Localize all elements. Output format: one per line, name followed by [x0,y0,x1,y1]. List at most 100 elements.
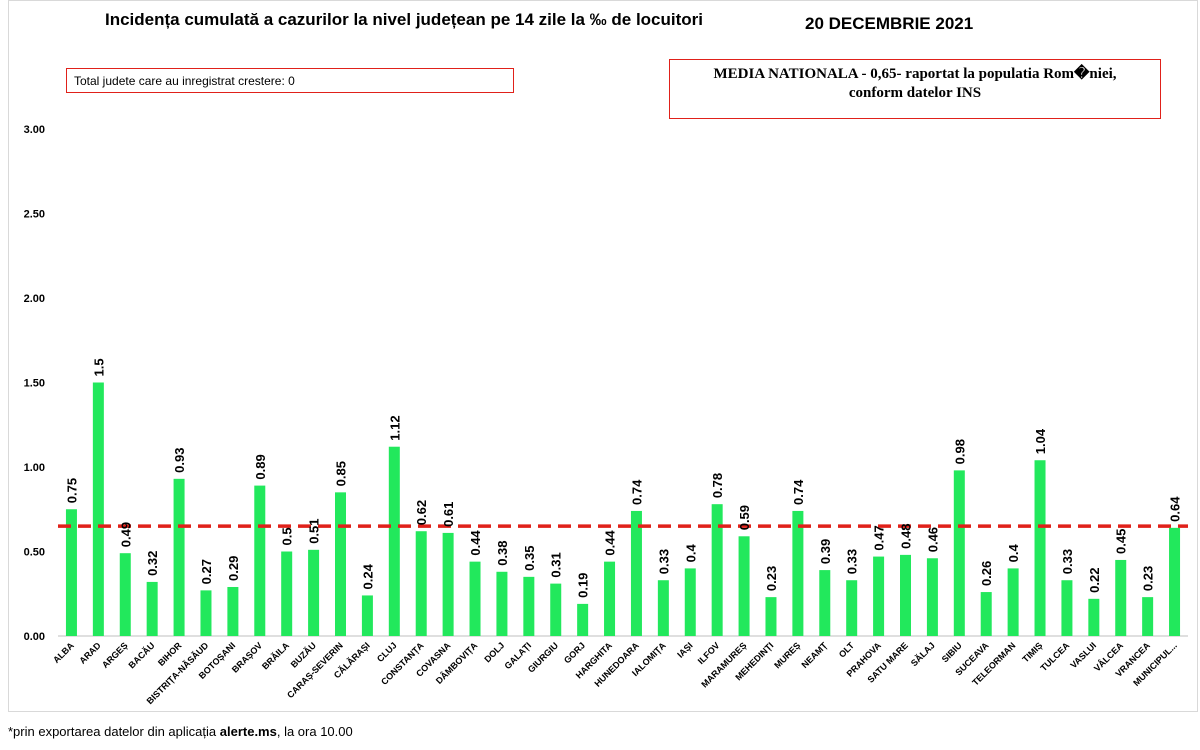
data-label: 0.23 [764,566,779,591]
x-tick-label: BRĂILA [260,640,291,671]
bar [200,590,212,636]
data-label: 0.59 [737,505,752,530]
x-tick-label: CLUJ [375,640,399,664]
x-tick-label: DOLJ [482,640,506,664]
data-label: 0.64 [1168,496,1183,522]
data-label: 0.44 [468,530,483,556]
bar [953,470,965,636]
x-tick-label: IAȘI [675,640,694,659]
chart-area [8,0,1198,712]
bar [65,509,77,636]
data-label: 0.27 [199,559,214,584]
data-label: 0.46 [925,527,940,552]
data-label: 0.44 [603,530,618,556]
bar [1034,460,1046,636]
x-tick-label: OLT [837,640,857,660]
x-tick-label: ILFOV [696,640,722,666]
data-label: 0.24 [360,563,375,589]
bar [738,536,750,636]
bar [1007,568,1019,636]
data-label: 1.04 [1033,428,1048,454]
bar [308,549,320,636]
bar [281,551,293,636]
data-label: 1.5 [91,358,106,376]
bar [1088,598,1100,636]
bar [1115,559,1127,636]
data-labels: 0.75 1.5 0.49 0.32 0.93 0.27 0.29 0.89 0.5 0.51 0.… [64,358,1182,597]
data-label: 0.38 [495,540,510,565]
x-tick-label: NEAMȚ [800,640,830,670]
bar [496,571,508,636]
x-tick-label: GORJ [562,640,587,665]
data-label: 0.74 [791,479,806,505]
data-label: 0.33 [656,549,671,574]
data-label: 0.85 [334,461,349,486]
bar [792,510,804,636]
y-tick-label: 2.00 [24,293,45,305]
data-label: 0.89 [253,454,268,479]
bar [1169,527,1181,636]
national-average-line1: MEDIA NATIONALA - 0,65- raportat la popu… [713,66,1117,82]
bar [415,531,427,636]
data-label: 0.4 [683,544,698,563]
bars [65,382,1181,636]
data-label: 0.22 [1087,568,1102,593]
bar [846,580,858,636]
bar [630,510,642,636]
bar [604,561,616,636]
footnote-suffix: , la ora 10.00 [276,724,353,739]
data-label: 0.31 [549,552,564,577]
footnote: *prin exportarea datelor din aplicația a… [8,724,353,739]
bar [900,554,911,636]
y-tick-label: 2.50 [24,209,45,221]
data-label: 0.98 [952,439,967,464]
data-label: 0.33 [845,549,860,574]
bar [146,581,158,636]
x-tick-label: BACĂU [127,640,157,670]
y-tick-label: 1.00 [24,462,45,474]
data-label: 0.19 [576,573,591,598]
bar [577,603,589,636]
bar [523,576,535,636]
bar [227,586,239,636]
data-label: 0.74 [629,479,644,505]
data-label: 0.93 [172,448,187,473]
y-axis: 0.00 0.50 1.00 1.50 2.00 2.50 3.00 [24,124,1188,643]
data-label: 0.78 [710,473,725,498]
data-label: 0.5 [280,527,295,545]
bar [657,580,669,636]
national-average-line2: conform datelor INS [848,85,982,101]
data-label: 0.26 [979,561,994,586]
data-label: 0.48 [899,524,914,549]
data-label: 0.61 [441,502,456,527]
y-tick-label: 0.00 [24,631,45,643]
x-tick-label: SĂLAJ [909,640,937,668]
bar [442,532,454,636]
footnote-prefix: *prin exportarea datelor din aplicația [8,724,220,739]
bar [469,561,481,636]
data-label: 1.12 [387,415,402,440]
data-label: 0.35 [522,546,537,571]
y-tick-label: 1.50 [24,378,45,390]
bar [254,485,266,636]
x-tick-label: TULCEA [1038,640,1071,673]
x-tick-label: SIBIU [940,640,964,664]
bar [335,492,346,636]
bar [119,553,131,636]
x-tick-label: MUREȘ [772,640,802,670]
bar [711,504,723,636]
data-label: 0.47 [872,525,887,550]
national-average-box: MEDIA NATIONALA - 0,65- raportat la popu… [669,59,1161,119]
bar [980,592,992,636]
data-label: 0.4 [1006,544,1021,563]
bar [1142,597,1154,636]
data-label: 0.23 [1141,566,1156,591]
bar [92,382,104,636]
x-tick-label: TIMIȘ [1020,640,1044,664]
data-label: 0.75 [64,478,79,503]
x-tick-label: ARGEȘ [100,640,130,670]
bar [550,583,562,636]
chart-title: Incidența cumulată a cazurilor la nivel … [105,10,704,29]
bar [873,556,885,636]
